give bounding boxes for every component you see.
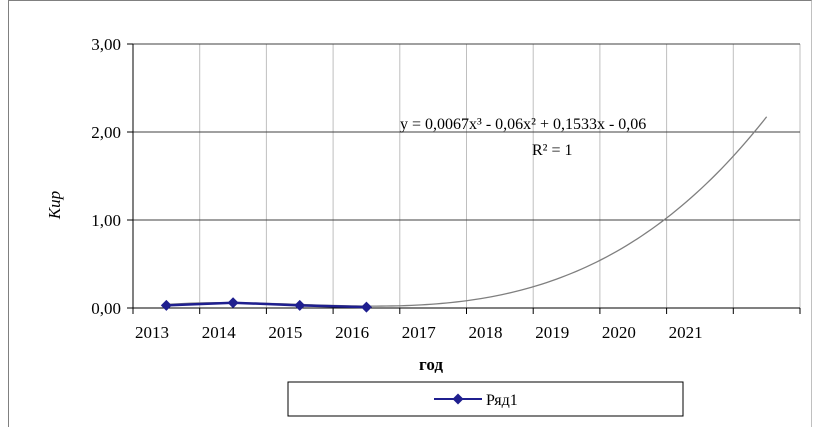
- legend-box: [287, 381, 684, 417]
- y-axis-title: Кир: [45, 191, 64, 220]
- x-tick-label: 2013: [135, 323, 169, 342]
- x-tick-label: 2019: [535, 323, 569, 342]
- data-point: [160, 299, 172, 311]
- x-tick-label: 2016: [335, 323, 369, 342]
- data-point: [360, 301, 372, 313]
- data-point: [227, 297, 239, 309]
- trendline-r2: R² = 1: [532, 142, 573, 159]
- x-axis-title: год: [419, 355, 443, 374]
- series-line: [166, 301, 367, 309]
- x-tick-label: 2015: [268, 323, 302, 342]
- x-tick-label: 2017: [402, 323, 437, 342]
- y-axis-ticks: 0,00 1,00 2,00 3,00: [91, 35, 133, 318]
- x-tick-label: 2014: [202, 323, 237, 342]
- y-tick-label: 3,00: [91, 35, 121, 54]
- chart-frame: [8, 0, 812, 427]
- data-point: [294, 299, 306, 311]
- x-tick-label: 2018: [469, 323, 503, 342]
- legend-marker: [452, 393, 464, 405]
- x-tick-label: 2021: [669, 323, 703, 342]
- series-group: [160, 297, 372, 313]
- legend: Ряд1: [287, 381, 684, 417]
- y-tick-label: 2,00: [91, 123, 121, 142]
- legend-entry: Ряд1: [486, 392, 518, 409]
- x-axis-ticks: 2013 2014 2015 2016 2017 2018 2019 2020 2021: [132, 308, 801, 342]
- y-tick-label: 1,00: [91, 211, 121, 230]
- grid: [132, 43, 801, 309]
- y-tick-label: 0,00: [91, 299, 121, 318]
- trendline-equation: y = 0,0067x³ - 0,06x² + 0,1533x - 0,06: [400, 116, 646, 133]
- x-tick-label: 2020: [602, 323, 636, 342]
